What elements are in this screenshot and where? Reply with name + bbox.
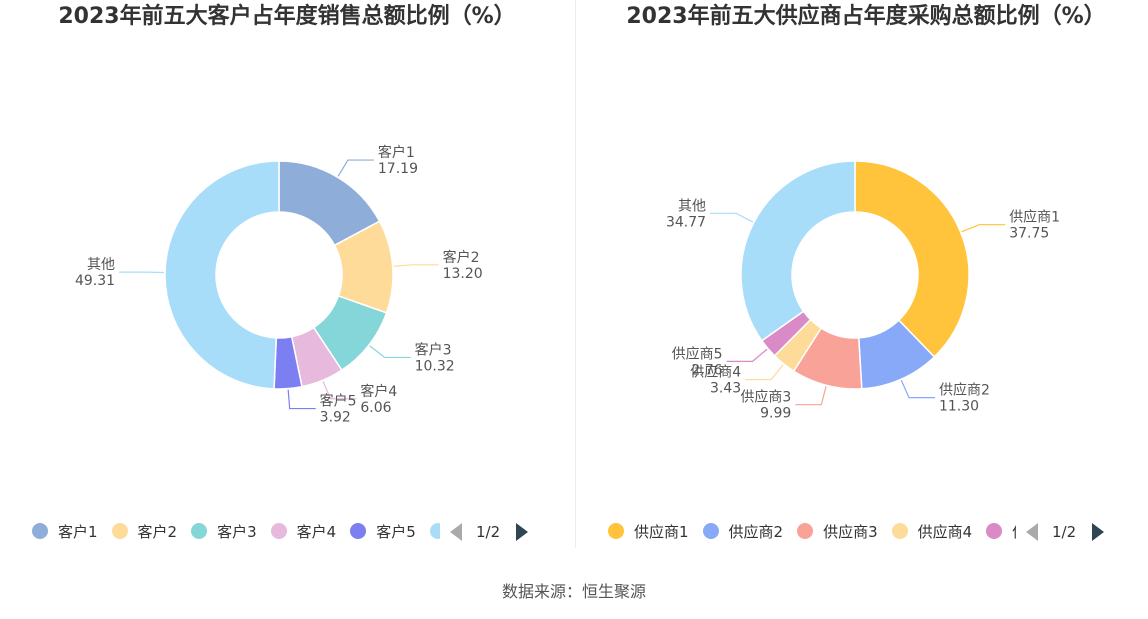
legend-prev-icon[interactable] bbox=[450, 523, 462, 541]
slice-label-value: 9.99 bbox=[760, 406, 791, 422]
label-leader-line bbox=[337, 159, 374, 177]
legend-label: 供应商4 bbox=[917, 523, 973, 541]
label-leader-line bbox=[710, 212, 754, 223]
legend-dot-icon bbox=[986, 523, 1003, 539]
legend-page-indicator: 1/2 bbox=[1052, 523, 1077, 541]
slice-label-value: 37.75 bbox=[1009, 226, 1049, 242]
legend-dot-icon bbox=[111, 523, 128, 539]
legend-items: 供应商1供应商2供应商3供应商4供应商5其他 bbox=[608, 518, 1016, 546]
slice-label-name: 客户2 bbox=[443, 249, 480, 266]
legend-item[interactable]: 供应商2 bbox=[702, 518, 784, 546]
legend-dot-icon bbox=[797, 523, 814, 539]
slice-label-name: 客户4 bbox=[360, 383, 397, 400]
slice-label-value: 10.32 bbox=[415, 358, 455, 374]
legend-dot-icon bbox=[608, 523, 624, 539]
slice-label-value: 49.31 bbox=[75, 273, 115, 289]
legend-dot-icon bbox=[702, 523, 719, 539]
legend-item[interactable]: 客户1 bbox=[32, 518, 98, 546]
legend-label: 供应商1 bbox=[634, 523, 689, 541]
label-leader-line bbox=[322, 380, 357, 400]
slice-label-value: 3.92 bbox=[320, 410, 351, 426]
slice-label-name: 其他 bbox=[678, 198, 706, 214]
legend-item[interactable]: 客户3 bbox=[191, 518, 257, 546]
legend-item[interactable]: 其他 bbox=[429, 518, 440, 546]
legend-items: 客户1 客户2 客户3 客户4 客户5 其他 bbox=[32, 518, 440, 546]
legend-next-icon[interactable] bbox=[516, 523, 528, 541]
slice-label-name: 客户3 bbox=[415, 341, 452, 358]
legend-item[interactable]: 客户5 bbox=[350, 518, 416, 546]
label-leader-line bbox=[369, 345, 411, 359]
legend-dot-icon bbox=[270, 523, 287, 539]
pie-slice[interactable] bbox=[854, 160, 970, 358]
legend-label: 供应商2 bbox=[728, 523, 784, 541]
legend-item[interactable]: 供应商4 bbox=[891, 518, 973, 546]
legend-item[interactable]: 供应商1 bbox=[608, 518, 689, 546]
slice-label-name: 其他 bbox=[87, 257, 115, 273]
legend-dot-icon bbox=[429, 523, 440, 539]
legend-item[interactable]: 供应商5 bbox=[986, 518, 1016, 546]
legend-dot-icon bbox=[891, 523, 908, 539]
slice-label-name: 客户1 bbox=[378, 144, 415, 161]
legend-item[interactable]: 供应商3 bbox=[797, 518, 878, 546]
slice-label-name: 供应商4 bbox=[690, 364, 741, 381]
legend-label: 客户4 bbox=[296, 523, 337, 541]
legend-dot-icon bbox=[350, 523, 367, 539]
label-leader-line bbox=[393, 264, 439, 267]
slice-label-value: 13.20 bbox=[443, 266, 483, 282]
label-leader-line bbox=[961, 224, 1006, 233]
legend-label: 客户3 bbox=[217, 523, 257, 541]
legend-prev-icon[interactable] bbox=[1026, 523, 1038, 541]
legend-label: 客户5 bbox=[376, 523, 416, 541]
legend-label: 客户2 bbox=[137, 523, 178, 541]
supplier-legend: 供应商1供应商2供应商3供应商4供应商5其他 1/2 bbox=[576, 518, 1148, 546]
label-leader-line bbox=[745, 364, 784, 381]
legend-item[interactable]: 客户4 bbox=[270, 518, 337, 546]
slice-label-value: 17.19 bbox=[378, 161, 418, 177]
slice-label-name: 供应商3 bbox=[740, 389, 791, 406]
data-source: 数据来源：恒生聚源 bbox=[501, 582, 646, 601]
pie-slice[interactable] bbox=[740, 160, 856, 342]
slice-label-name: 供应商2 bbox=[939, 382, 990, 399]
legend-label: 供应商3 bbox=[823, 523, 878, 541]
legend-next-icon[interactable] bbox=[1092, 523, 1104, 541]
legend-label: 客户1 bbox=[58, 523, 98, 541]
legend-page-indicator: 1/2 bbox=[476, 523, 501, 541]
supplier-chart-panel: 2023年前五大供应商占年度采购总额比例（%） 供应商1 37.75 供应商2 11.… bbox=[576, 0, 1148, 560]
label-leader-line bbox=[795, 386, 827, 406]
label-leader-line bbox=[287, 389, 316, 410]
slice-label-value: 3.43 bbox=[710, 381, 741, 397]
slice-label-name: 供应商5 bbox=[672, 345, 723, 362]
legend-item[interactable]: 客户2 bbox=[111, 518, 178, 546]
chart-title: 2023年前五大客户占年度销售总额比例（%） bbox=[58, 4, 516, 29]
label-leader-line bbox=[726, 348, 768, 362]
slice-label-value: 2.76 bbox=[691, 362, 722, 378]
slice-label-value: 34.77 bbox=[666, 214, 706, 230]
slice-label-value: 11.30 bbox=[939, 399, 979, 415]
customer-chart-panel: 2023年前五大客户占年度销售总额比例（%） 客户1 17.19 客户2 13.20 客… bbox=[0, 0, 574, 560]
slice-label-name: 供应商1 bbox=[1009, 209, 1060, 226]
slice-label-value: 6.06 bbox=[360, 400, 391, 416]
pie-slice[interactable] bbox=[164, 160, 280, 390]
legend-dot-icon bbox=[191, 523, 208, 539]
legend-label: 供应商5 bbox=[1012, 523, 1016, 541]
legend-dot-icon bbox=[32, 523, 48, 539]
slice-label-name: 客户5 bbox=[320, 393, 357, 410]
label-leader-line bbox=[900, 380, 935, 399]
chart-title: 2023年前五大供应商占年度采购总额比例（%） bbox=[626, 4, 1106, 29]
panel-divider bbox=[575, 0, 576, 548]
customer-legend: 客户1 客户2 客户3 客户4 客户5 其他 1/2 bbox=[0, 518, 574, 546]
